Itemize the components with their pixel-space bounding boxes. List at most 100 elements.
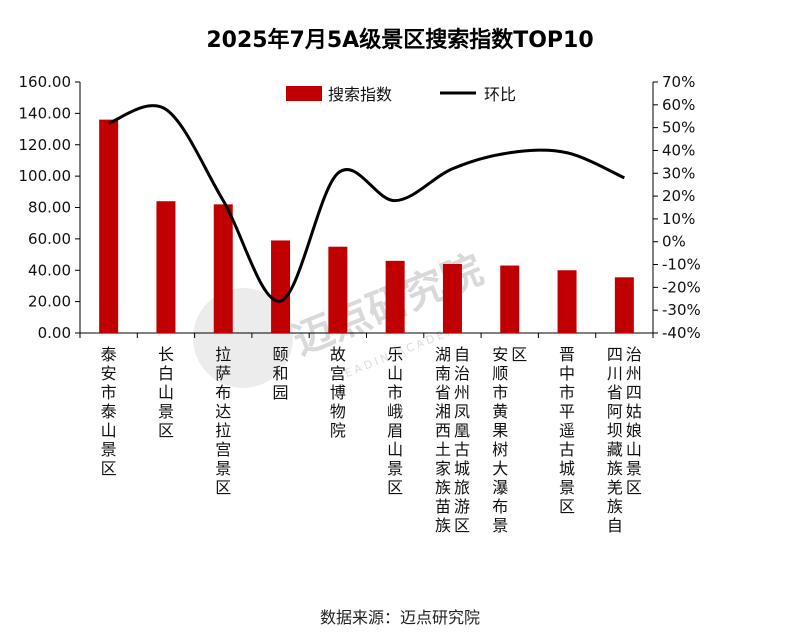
y-left-tick-label: 100.00 xyxy=(19,167,72,185)
category-label-char: 南 xyxy=(435,364,451,383)
category-label-char: 城 xyxy=(559,459,575,478)
category-label-char: 院 xyxy=(330,421,346,440)
category-label-char: 羌 xyxy=(607,478,623,497)
category-label-char: 苗 xyxy=(435,497,451,516)
category-label-char: 安 xyxy=(101,364,117,383)
category-label-char: 市 xyxy=(101,383,117,402)
category-label-char: 自 xyxy=(454,345,470,364)
legend-line-label: 环比 xyxy=(484,85,516,104)
category-label-char: 景 xyxy=(215,459,231,478)
source-note: 数据来源：迈点研究院 xyxy=(320,608,480,627)
category-label-char: 宫 xyxy=(330,364,346,383)
category-label-char: 眉 xyxy=(387,421,403,440)
category-label-char: 故 xyxy=(330,345,346,364)
category-label-char: 安 xyxy=(492,345,508,364)
category-label-char: 山 xyxy=(101,421,117,440)
y-left-tick-label: 20.00 xyxy=(28,293,71,311)
category-label-char: 州 xyxy=(626,364,642,383)
category-label-char: 园 xyxy=(273,383,289,402)
category-label-char: 城 xyxy=(454,459,470,478)
category-label-char: 景 xyxy=(158,402,174,421)
legend-bar-label: 搜索指数 xyxy=(328,85,392,104)
category-label-char: 治 xyxy=(454,364,470,383)
category-label-char: 古 xyxy=(559,440,575,459)
bar xyxy=(99,119,119,334)
y-right-tick-label: 40% xyxy=(662,141,695,159)
category-label-char: 景 xyxy=(387,459,403,478)
category-label-char: 市 xyxy=(492,383,508,402)
chart-title: 2025年7月5A级景区搜索指数TOP10 xyxy=(206,27,593,53)
category-label-char: 姑 xyxy=(626,402,642,421)
category-label-char: 旅 xyxy=(454,478,470,497)
category-label-char: 自 xyxy=(607,516,623,535)
category-label-char: 大 xyxy=(492,459,508,478)
category-label-char: 白 xyxy=(158,364,174,383)
category-label-char: 景 xyxy=(626,459,642,478)
category-label-char: 凤 xyxy=(454,402,470,421)
category-label-char: 市 xyxy=(559,383,575,402)
bar xyxy=(213,204,233,333)
category-label-char: 坝 xyxy=(607,421,623,440)
category-label-char: 布 xyxy=(215,383,231,402)
category-label-char: 土 xyxy=(435,440,451,459)
category-label-char: 和 xyxy=(273,364,289,383)
category-label-char: 区 xyxy=(511,345,527,364)
y-right-tick-label: 70% xyxy=(662,73,695,91)
category-label-char: 布 xyxy=(492,497,508,516)
category-label-char: 树 xyxy=(492,440,508,459)
bar-series xyxy=(99,119,634,334)
category-label-char: 省 xyxy=(435,383,451,402)
y-left-tick-label: 40.00 xyxy=(28,261,71,279)
category-label-char: 阿 xyxy=(607,402,623,421)
category-label-char: 州 xyxy=(454,383,470,402)
y-right-tick-label: 50% xyxy=(662,119,695,137)
bar xyxy=(500,265,520,333)
bar xyxy=(557,270,577,333)
y-left-tick-label: 80.00 xyxy=(28,199,71,217)
y-right-tick-label: -30% xyxy=(662,301,701,319)
y-left-tick-label: 60.00 xyxy=(28,230,71,248)
y-right-tick-label: 10% xyxy=(662,210,695,228)
bar xyxy=(271,240,291,333)
y-left-tick-label: 140.00 xyxy=(19,104,72,122)
y-left-tick-label: 0.00 xyxy=(38,324,71,342)
category-label-char: 景 xyxy=(492,516,508,535)
category-label-char: 乐 xyxy=(387,345,403,364)
category-label-char: 拉 xyxy=(215,421,231,440)
bar xyxy=(328,246,348,333)
category-label-char: 物 xyxy=(330,402,346,421)
category-label-char: 藏 xyxy=(607,440,623,459)
category-label-char: 山 xyxy=(626,440,642,459)
category-label-char: 湘 xyxy=(435,402,451,421)
y-right-tick-label: 0% xyxy=(662,233,686,251)
category-label-char: 治 xyxy=(626,345,642,364)
category-label-char: 湖 xyxy=(435,345,451,364)
category-label-char: 山 xyxy=(158,383,174,402)
category-label-char: 宫 xyxy=(215,440,231,459)
category-label-char: 族 xyxy=(435,516,451,535)
bar xyxy=(614,277,634,333)
category-label-char: 颐 xyxy=(273,345,289,364)
category-label-char: 山 xyxy=(387,364,403,383)
category-label-char: 娘 xyxy=(626,421,642,440)
category-label-char: 博 xyxy=(330,383,346,402)
y-left-tick-label: 160.00 xyxy=(19,73,72,91)
category-label-char: 家 xyxy=(435,459,451,478)
category-label-char: 泰 xyxy=(101,402,117,421)
category-label-char: 泰 xyxy=(101,345,117,364)
category-label-char: 瀑 xyxy=(492,478,508,497)
legend-bar-swatch xyxy=(286,86,322,101)
category-label-char: 川 xyxy=(607,364,623,383)
category-label-char: 凰 xyxy=(454,421,470,440)
y-right-tick-label: 60% xyxy=(662,96,695,114)
category-label-char: 景 xyxy=(101,440,117,459)
category-label-char: 景 xyxy=(559,478,575,497)
category-label-char: 族 xyxy=(607,497,623,516)
